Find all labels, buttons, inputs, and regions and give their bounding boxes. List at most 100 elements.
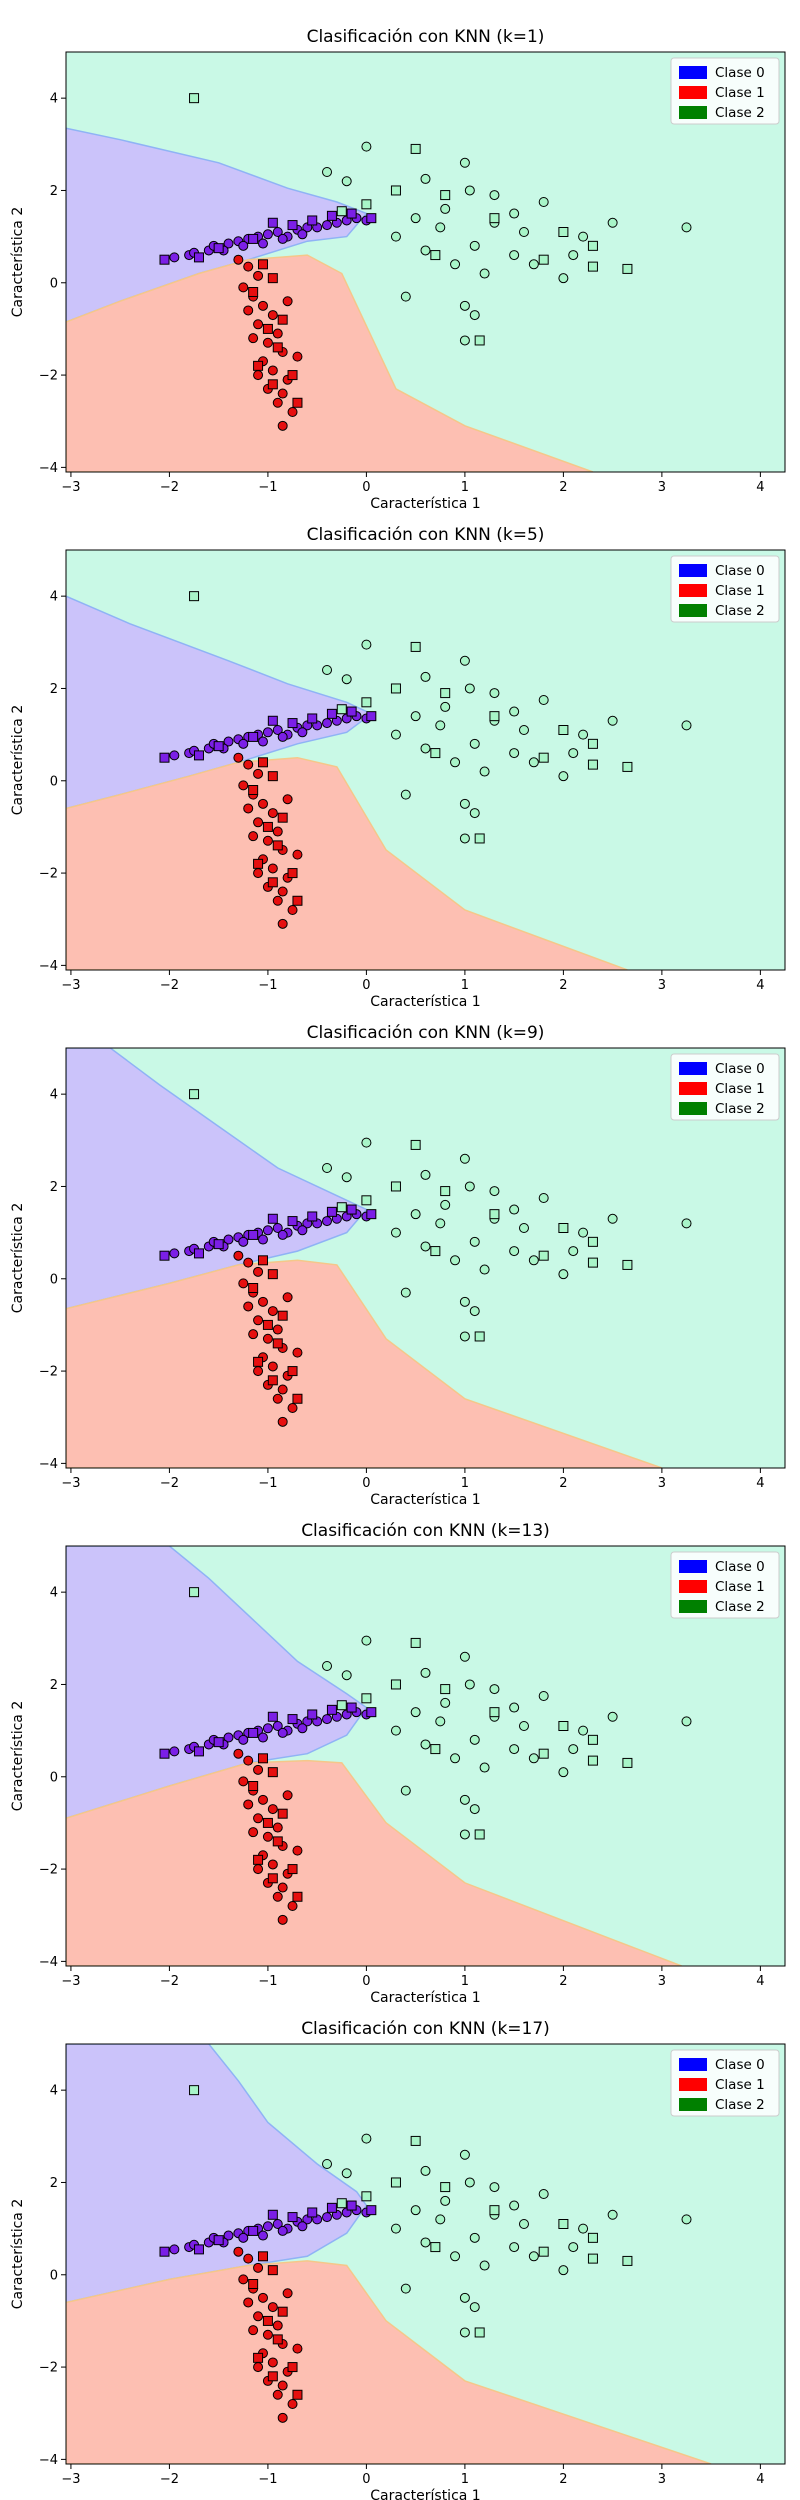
legend-swatch-2 — [679, 106, 707, 119]
data-point-square — [193, 252, 204, 263]
data-point-circle — [509, 1702, 520, 1713]
data-point-square — [538, 1748, 549, 1759]
data-point-circle — [267, 1859, 278, 1870]
data-point-square — [440, 2182, 451, 2193]
data-point-square — [292, 2389, 303, 2400]
y-tick-label: 2 — [50, 2176, 58, 2191]
data-point-square — [474, 833, 485, 844]
data-point-circle — [435, 222, 446, 233]
data-point-circle — [297, 1723, 308, 1734]
data-point-square — [346, 706, 357, 717]
data-point-circle — [322, 665, 333, 675]
plot-area — [66, 550, 785, 970]
data-point-circle — [459, 655, 470, 666]
legend-label-2: Clase 2 — [715, 1599, 765, 1615]
data-point-circle — [435, 2214, 446, 2225]
data-point-square — [257, 1753, 268, 1764]
axes-frame — [65, 1047, 786, 1469]
data-point-circle — [253, 2262, 264, 2273]
data-point-circle — [420, 671, 431, 682]
data-point-square — [193, 2244, 204, 2255]
data-point-square — [159, 1250, 170, 1261]
data-point-square — [267, 273, 278, 284]
data-point-square — [287, 2362, 298, 2373]
legend-swatch-1 — [679, 1082, 707, 1095]
data-point-square — [287, 718, 298, 729]
data-point-circle — [440, 1697, 451, 1708]
data-point-circle — [272, 895, 283, 906]
data-point-square — [361, 697, 372, 708]
x-tick-label: 3 — [658, 1476, 666, 1491]
data-point-square — [587, 1755, 598, 1766]
data-point-square — [248, 2279, 259, 2289]
data-point-circle — [361, 141, 372, 152]
data-point-square — [489, 213, 500, 224]
data-point-circle — [450, 1255, 461, 1266]
data-point-square — [440, 1186, 451, 1197]
data-point-circle — [607, 1213, 618, 1224]
data-point-circle — [267, 808, 278, 819]
legend-swatch-2 — [679, 1102, 707, 1115]
plot-area — [66, 1546, 785, 1966]
data-point-square — [346, 1702, 357, 1713]
data-point-circle — [518, 227, 529, 237]
y-tick-label: −4 — [39, 2453, 58, 2468]
legend-swatch-1 — [679, 86, 707, 99]
data-point-square — [189, 591, 200, 602]
data-point-circle — [297, 2221, 308, 2232]
data-point-square — [558, 227, 569, 237]
chart-panel-2: Clasificación con KNN (k=9) −3 −2 −1 0 1 2 3 4 −4… — [10, 1023, 786, 1508]
data-point-square — [272, 840, 283, 851]
data-point-circle — [558, 1767, 569, 1778]
data-point-circle — [267, 1804, 278, 1815]
legend-swatch-2 — [679, 1600, 707, 1613]
data-point-square — [587, 759, 598, 770]
data-point-circle — [272, 328, 283, 339]
data-point-circle — [223, 736, 234, 747]
data-point-circle — [489, 1684, 500, 1695]
data-point-circle — [282, 1292, 293, 1303]
data-point-square — [267, 1375, 278, 1386]
data-point-square — [430, 1744, 441, 1755]
data-point-circle — [233, 1748, 244, 1759]
data-point-circle — [420, 1241, 431, 1252]
data-point-square — [390, 683, 401, 694]
legend-label-1: Clase 1 — [715, 1579, 765, 1595]
data-point-circle — [479, 1264, 490, 1275]
data-point-circle — [459, 1829, 470, 1840]
data-point-circle — [509, 2242, 520, 2253]
data-point-circle — [253, 270, 264, 281]
data-point-square — [474, 1829, 485, 1840]
data-point-circle — [297, 727, 308, 738]
legend-swatch-1 — [679, 584, 707, 597]
data-point-square — [622, 761, 633, 772]
data-point-circle — [464, 185, 475, 196]
data-point-circle — [440, 701, 451, 712]
data-point-circle — [400, 1287, 411, 1298]
data-point-circle — [262, 1723, 273, 1734]
data-point-circle — [459, 1296, 470, 1307]
data-point-circle — [681, 720, 692, 731]
data-point-square — [558, 2219, 569, 2229]
data-point-circle — [277, 918, 288, 929]
data-point-square — [272, 2334, 283, 2345]
data-point-square — [292, 1393, 303, 1404]
data-point-square — [307, 2207, 318, 2218]
data-point-circle — [277, 1914, 288, 1925]
data-point-square — [189, 93, 200, 104]
data-point-square — [440, 688, 451, 699]
data-point-circle — [464, 1679, 475, 1690]
data-point-square — [390, 185, 401, 196]
data-point-square — [248, 287, 259, 297]
data-point-circle — [528, 1753, 539, 1764]
data-point-square — [267, 877, 278, 888]
data-point-circle — [361, 1137, 372, 1148]
data-point-circle — [277, 886, 288, 897]
data-point-circle — [169, 1248, 180, 1259]
legend-label-0: Clase 0 — [715, 1061, 765, 1077]
data-point-square — [267, 1767, 278, 1778]
data-point-square — [622, 263, 633, 274]
data-point-circle — [390, 1725, 401, 1736]
chart-panel-1: Clasificación con KNN (k=5) −3 −2 −1 0 1 2 3 4 −4… — [10, 525, 786, 1010]
data-point-circle — [282, 1790, 293, 1801]
